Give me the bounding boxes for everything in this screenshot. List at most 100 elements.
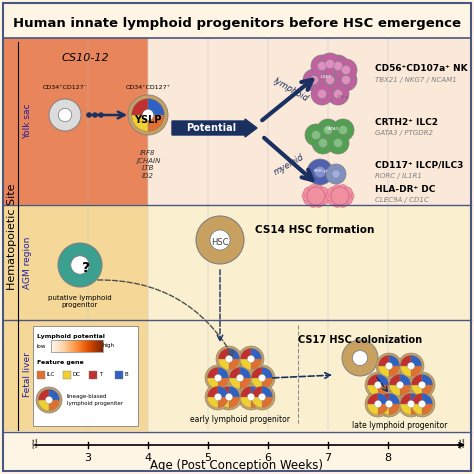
Text: IFN-γ: IFN-γ — [338, 95, 348, 99]
Circle shape — [308, 197, 318, 208]
Bar — [148, 320, 471, 430]
Text: 1-BET: 1-BET — [320, 75, 332, 79]
Circle shape — [302, 191, 312, 201]
Wedge shape — [251, 348, 262, 359]
Text: high: high — [103, 344, 115, 348]
Circle shape — [225, 356, 233, 363]
Circle shape — [318, 90, 327, 99]
Text: low: low — [37, 344, 46, 348]
Wedge shape — [422, 404, 433, 415]
Text: lineage-biased
lymphoid progeniter: lineage-biased lymphoid progeniter — [67, 394, 123, 406]
Wedge shape — [229, 348, 240, 359]
Bar — [51, 340, 103, 352]
Circle shape — [247, 393, 255, 401]
Circle shape — [385, 401, 392, 408]
Text: Fetal liver: Fetal liver — [24, 353, 33, 397]
Wedge shape — [49, 400, 60, 410]
Text: YSLP: YSLP — [134, 115, 162, 125]
Wedge shape — [148, 99, 164, 115]
Wedge shape — [219, 386, 229, 397]
Circle shape — [325, 59, 335, 69]
Text: TBX21 / NKG7 / NCAM1: TBX21 / NKG7 / NCAM1 — [375, 77, 456, 83]
Wedge shape — [389, 393, 400, 404]
Circle shape — [419, 382, 426, 389]
Text: GATA3 / PTGDR2: GATA3 / PTGDR2 — [375, 130, 433, 136]
Circle shape — [338, 126, 347, 135]
Wedge shape — [401, 356, 411, 366]
Circle shape — [196, 216, 244, 264]
Circle shape — [409, 372, 435, 398]
Text: Potential: Potential — [186, 123, 237, 133]
Circle shape — [49, 99, 81, 131]
Bar — [37, 371, 45, 379]
Circle shape — [341, 75, 351, 85]
Circle shape — [335, 69, 357, 91]
Wedge shape — [240, 367, 251, 378]
Text: CRTH2⁺ ILC2: CRTH2⁺ ILC2 — [375, 118, 438, 127]
Text: 4: 4 — [145, 453, 152, 463]
Circle shape — [333, 90, 343, 99]
Wedge shape — [132, 115, 148, 131]
Text: IRF8
JCHAIN
LTB
ID2: IRF8 JCHAIN LTB ID2 — [136, 150, 160, 179]
Circle shape — [331, 187, 349, 205]
Circle shape — [314, 197, 324, 208]
Wedge shape — [422, 385, 433, 396]
Text: GATA3: GATA3 — [326, 127, 339, 131]
Wedge shape — [251, 397, 262, 408]
Wedge shape — [411, 393, 422, 404]
Wedge shape — [378, 374, 389, 385]
Circle shape — [385, 362, 392, 370]
Circle shape — [326, 191, 336, 201]
Text: CLEC9A / CD1C: CLEC9A / CD1C — [375, 197, 429, 203]
Text: ROR-γt: ROR-γt — [314, 169, 328, 173]
Wedge shape — [389, 385, 400, 396]
Circle shape — [205, 384, 231, 410]
Wedge shape — [218, 386, 228, 397]
Circle shape — [318, 61, 327, 71]
Circle shape — [216, 384, 242, 410]
Wedge shape — [262, 367, 273, 378]
Circle shape — [315, 166, 326, 177]
Circle shape — [374, 401, 382, 408]
Circle shape — [398, 391, 424, 417]
Wedge shape — [400, 374, 410, 385]
Circle shape — [128, 95, 168, 135]
Circle shape — [353, 350, 367, 365]
Circle shape — [332, 119, 354, 141]
Circle shape — [86, 112, 91, 118]
Wedge shape — [411, 393, 422, 404]
Text: Age (Post Conception Weeks): Age (Post Conception Weeks) — [151, 458, 323, 472]
Wedge shape — [262, 378, 273, 389]
Bar — [3, 205, 148, 320]
Text: Feature gene: Feature gene — [37, 360, 84, 365]
Bar — [148, 38, 471, 205]
Wedge shape — [207, 378, 218, 389]
Circle shape — [308, 184, 318, 195]
Text: putative lymphoid
progenitor: putative lymphoid progenitor — [48, 295, 112, 309]
Circle shape — [333, 138, 343, 147]
Circle shape — [396, 382, 404, 389]
Wedge shape — [378, 356, 389, 366]
Wedge shape — [401, 393, 411, 404]
Wedge shape — [148, 115, 164, 131]
Circle shape — [36, 387, 62, 413]
Wedge shape — [262, 397, 273, 408]
Circle shape — [216, 346, 242, 372]
Wedge shape — [378, 393, 389, 404]
Circle shape — [409, 391, 435, 417]
Text: late lymphoid progenitor: late lymphoid progenitor — [352, 420, 447, 429]
Wedge shape — [411, 366, 422, 377]
Wedge shape — [240, 397, 251, 408]
Circle shape — [58, 243, 102, 287]
Circle shape — [318, 187, 328, 197]
Wedge shape — [400, 385, 410, 396]
Wedge shape — [378, 366, 389, 377]
Text: 8: 8 — [384, 453, 392, 463]
Wedge shape — [378, 393, 389, 404]
Wedge shape — [389, 374, 400, 385]
Wedge shape — [411, 356, 422, 366]
Wedge shape — [218, 378, 228, 389]
Wedge shape — [218, 367, 228, 378]
Wedge shape — [207, 386, 218, 397]
Circle shape — [327, 83, 349, 105]
